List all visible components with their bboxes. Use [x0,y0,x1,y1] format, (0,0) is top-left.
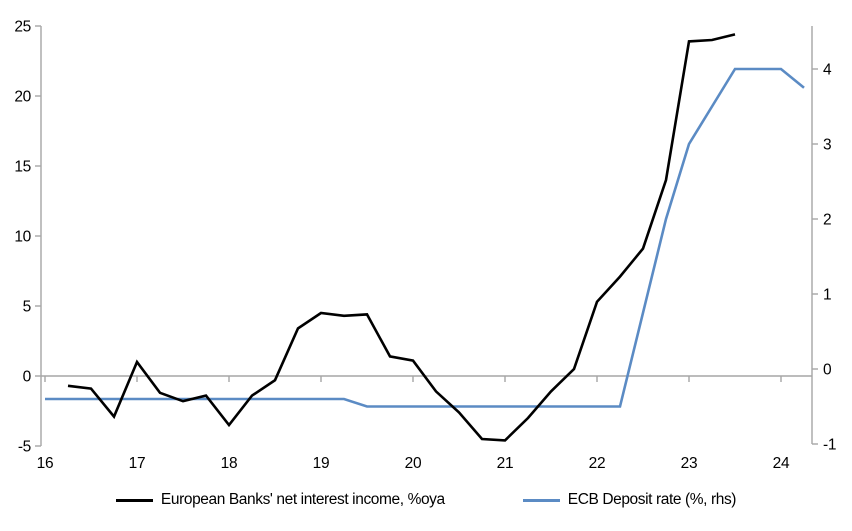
x-axis-tick-label: 16 [37,455,54,472]
x-axis-tick-label: 20 [405,455,422,472]
legend-label-net-interest-income: European Banks' net interest income, %oy… [160,491,445,508]
series-line-nii [67,33,736,442]
left-axis-tick-label: 15 [14,159,31,176]
series-line-ecb [45,67,805,408]
x-axis-tick-label: 21 [497,455,514,472]
right-axis-tick-label: 2 [823,212,831,229]
x-axis-tick-label: 18 [221,455,238,472]
x-axis-tick-label: 17 [129,455,146,472]
left-axis-tick-label: -5 [18,439,31,456]
right-axis-tick-label: 3 [823,137,831,154]
legend-label-ecb-deposit-rate: ECB Deposit rate (%, rhs) [567,491,737,508]
blue-line-swatch [522,498,560,502]
black-line-swatch [115,498,153,502]
left-axis-tick-label: 10 [14,229,31,246]
right-axis-tick-label: 0 [823,362,832,379]
left-axis-tick-label: 0 [23,369,32,386]
right-axis-tick-label: 1 [823,287,831,304]
x-axis-tick-label: 19 [313,455,330,472]
right-axis-tick-label: 4 [823,62,832,79]
chart-legend: European Banks' net interest income, %oy… [0,491,852,509]
x-axis-tick-label: 22 [589,455,606,472]
left-axis-tick-label: 20 [14,89,31,106]
x-axis-tick-label: 24 [773,455,790,472]
legend-item-net-interest-income: European Banks' net interest income, %oy… [115,491,445,509]
left-axis-tick-label: 5 [23,299,31,316]
x-axis-tick-label: 23 [681,455,698,472]
left-axis-tick-label: 25 [14,19,31,36]
legend-item-ecb-deposit-rate: ECB Deposit rate (%, rhs) [522,491,737,509]
right-axis-tick-label: -1 [823,437,836,454]
